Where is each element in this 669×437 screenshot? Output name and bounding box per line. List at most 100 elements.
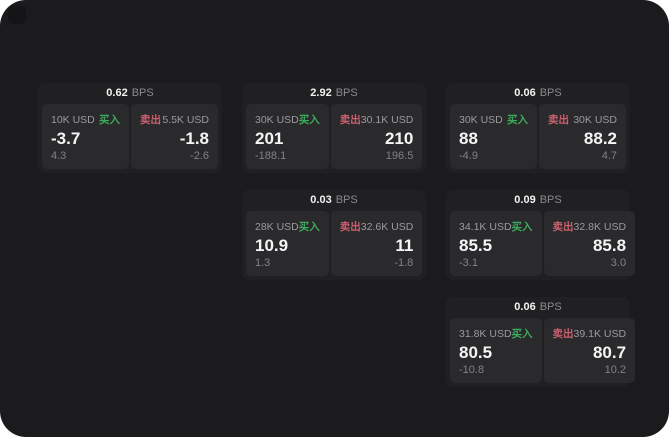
buy-side-label: 买入 <box>511 221 533 233</box>
buy-change: 4.3 <box>51 150 67 162</box>
sell-change: 3.0 <box>610 257 627 269</box>
buy-side-label: 买入 <box>298 221 320 233</box>
buy-notional: 10K USD <box>51 113 95 126</box>
buy-change: -3.1 <box>459 257 478 269</box>
quote-card: 0.62 BPS 10K USD 买入 -3.7 4.3 卖出 5.5K USD <box>38 83 222 173</box>
sell-panel-header: 卖出 32.6K USD <box>340 219 414 234</box>
quote-panels: 10K USD 买入 -3.7 4.3 卖出 5.5K USD -1.8 -2.… <box>42 104 218 169</box>
buy-price: 88 <box>459 128 478 148</box>
bps-unit-label: BPS <box>335 87 358 99</box>
sell-panel-header: 卖出 39.1K USD <box>553 326 627 341</box>
buy-side-label: 买入 <box>298 114 320 126</box>
quote-card: 0.03 BPS 28K USD 买入 10.9 1.3 卖出 32.6K US… <box>242 190 426 280</box>
sell-notional: 30.1K USD <box>360 113 414 126</box>
quote-panels: 30K USD 买入 201 -188.1 卖出 30.1K USD 210 1… <box>246 104 423 169</box>
buy-panel-header: 31.8K USD 买入 <box>459 326 533 341</box>
bps-value: 0.09 <box>514 194 536 206</box>
bps-value: 0.06 <box>514 301 536 313</box>
quote-panels: 31.8K USD 买入 80.5 -10.8 卖出 39.1K USD 80.… <box>450 318 636 383</box>
sell-quote-panel[interactable]: 卖出 32.6K USD 11 -1.8 <box>330 211 423 276</box>
buy-notional: 30K USD <box>255 113 299 126</box>
buy-change: -4.9 <box>459 150 478 162</box>
quote-panels: 30K USD 买入 88 -4.9 卖出 30K USD 88.2 4.7 <box>450 104 626 169</box>
quote-panels: 28K USD 买入 10.9 1.3 卖出 32.6K USD 11 -1.8 <box>246 211 423 276</box>
bps-header: 0.62 BPS <box>42 83 218 104</box>
sell-quote-panel[interactable]: 卖出 30.1K USD 210 196.5 <box>330 104 423 169</box>
sell-change: 196.5 <box>385 150 414 162</box>
bps-unit-label: BPS <box>539 194 562 206</box>
quote-card-grid: 0.62 BPS 10K USD 买入 -3.7 4.3 卖出 5.5K USD <box>38 83 636 387</box>
sell-price: 11 <box>395 235 414 255</box>
bps-header: 0.09 BPS <box>450 190 626 211</box>
sell-quote-panel[interactable]: 卖出 32.8K USD 85.8 3.0 <box>543 211 636 276</box>
sell-side-label: 卖出 <box>339 114 361 126</box>
buy-quote-panel[interactable]: 30K USD 买入 88 -4.9 <box>450 104 537 169</box>
sell-price: 85.8 <box>592 235 627 255</box>
sell-quote-panel[interactable]: 卖出 30K USD 88.2 4.7 <box>539 104 626 169</box>
buy-price: 10.9 <box>255 235 289 255</box>
buy-panel-header: 34.1K USD 买入 <box>459 219 533 234</box>
bps-header: 0.06 BPS <box>450 297 626 318</box>
quote-panels: 34.1K USD 买入 85.5 -3.1 卖出 32.8K USD 85.8… <box>450 211 636 276</box>
bps-value: 0.62 <box>106 87 128 99</box>
buy-panel-header: 30K USD 买入 <box>459 112 528 127</box>
sell-panel-header: 卖出 32.8K USD <box>553 219 627 234</box>
sell-side-label: 卖出 <box>140 114 161 126</box>
sell-notional: 32.8K USD <box>573 220 627 233</box>
buy-notional: 31.8K USD <box>459 327 512 340</box>
buy-quote-panel[interactable]: 31.8K USD 买入 80.5 -10.8 <box>450 318 542 383</box>
bps-unit-label: BPS <box>131 87 154 99</box>
buy-panel-header: 28K USD 买入 <box>255 219 320 234</box>
buy-change: 1.3 <box>255 257 271 269</box>
bps-header: 0.03 BPS <box>246 190 422 211</box>
buy-notional: 34.1K USD <box>459 220 512 233</box>
sell-notional: 5.5K USD <box>162 113 209 126</box>
buy-change: -188.1 <box>255 150 287 162</box>
buy-quote-panel[interactable]: 34.1K USD 买入 85.5 -3.1 <box>450 211 542 276</box>
sell-panel-header: 卖出 30K USD <box>548 112 617 127</box>
buy-quote-panel[interactable]: 10K USD 买入 -3.7 4.3 <box>42 104 129 169</box>
buy-panel-header: 10K USD 买入 <box>51 112 120 127</box>
menu-icon[interactable] <box>8 6 26 24</box>
sell-notional: 32.6K USD <box>360 220 414 233</box>
sell-change: -2.6 <box>190 150 209 162</box>
sell-quote-panel[interactable]: 卖出 5.5K USD -1.8 -2.6 <box>131 104 218 169</box>
sell-change: -1.8 <box>394 257 414 269</box>
bps-unit-label: BPS <box>539 301 562 313</box>
bps-unit-label: BPS <box>335 194 358 206</box>
buy-price: -3.7 <box>51 128 81 148</box>
buy-notional: 28K USD <box>255 220 299 233</box>
buy-price: 201 <box>255 128 284 148</box>
quote-card: 0.06 BPS 30K USD 买入 88 -4.9 卖出 30K USD <box>446 83 630 173</box>
bps-value: 0.06 <box>514 87 536 99</box>
buy-side-label: 买入 <box>511 328 533 340</box>
buy-side-label: 买入 <box>507 114 528 126</box>
sell-side-label: 卖出 <box>548 114 569 126</box>
buy-price: 85.5 <box>459 235 493 255</box>
bps-value: 2.92 <box>310 87 332 99</box>
sell-change: 4.7 <box>601 150 617 162</box>
sell-price: -1.8 <box>179 128 209 148</box>
sell-side-label: 卖出 <box>552 328 574 340</box>
quote-card: 0.09 BPS 34.1K USD 买入 85.5 -3.1 卖出 32.8K… <box>446 190 636 280</box>
sell-side-label: 卖出 <box>552 221 574 233</box>
buy-price: 80.5 <box>459 342 493 362</box>
sell-notional: 30K USD <box>573 113 617 126</box>
quote-card: 0.06 BPS 31.8K USD 买入 80.5 -10.8 卖出 39.1… <box>446 297 636 387</box>
sell-price: 210 <box>384 128 414 148</box>
sell-side-label: 卖出 <box>339 221 361 233</box>
sell-notional: 39.1K USD <box>573 327 627 340</box>
sell-change: 10.2 <box>604 364 627 376</box>
sell-panel-header: 卖出 30.1K USD <box>340 112 414 127</box>
bps-header: 2.92 BPS <box>246 83 422 104</box>
buy-quote-panel[interactable]: 28K USD 买入 10.9 1.3 <box>246 211 329 276</box>
sell-price: 80.7 <box>592 342 627 362</box>
sell-quote-panel[interactable]: 卖出 39.1K USD 80.7 10.2 <box>543 318 636 383</box>
quote-card: 2.92 BPS 30K USD 买入 201 -188.1 卖出 30.1K … <box>242 83 426 173</box>
buy-quote-panel[interactable]: 30K USD 买入 201 -188.1 <box>246 104 329 169</box>
bps-value: 0.03 <box>310 194 332 206</box>
bps-header: 0.06 BPS <box>450 83 626 104</box>
sell-price: 88.2 <box>583 128 617 148</box>
buy-side-label: 买入 <box>99 114 120 126</box>
